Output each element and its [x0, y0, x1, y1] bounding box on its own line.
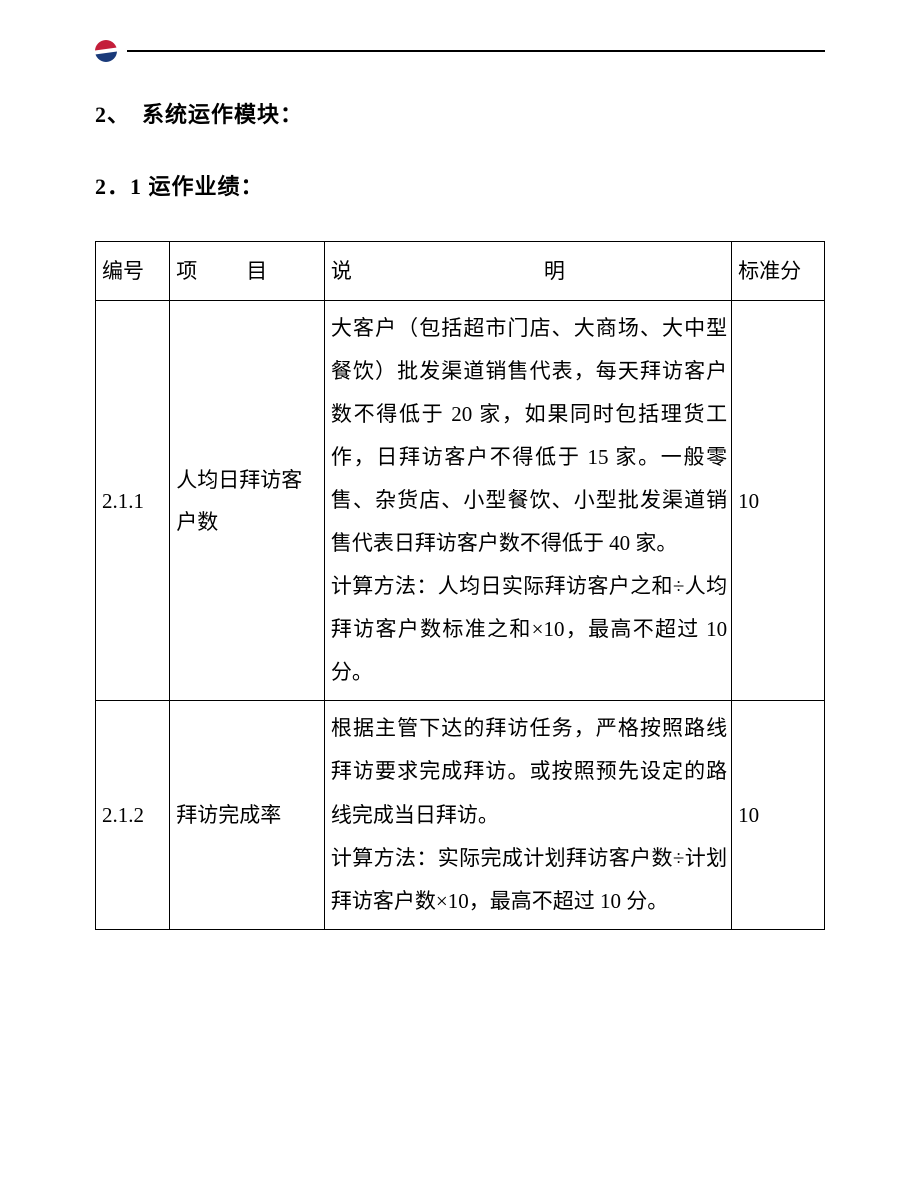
- cell-item: 人均日拜访客户数: [170, 301, 325, 701]
- cell-score: 10: [732, 301, 825, 701]
- header-score: 标准分: [732, 242, 825, 301]
- cell-item: 拜访完成率: [170, 701, 325, 929]
- header-id: 编号: [96, 242, 170, 301]
- table-header-row: 编号 项 目 说 明 标准分: [96, 242, 825, 301]
- cell-id: 2.1.2: [96, 701, 170, 929]
- cell-id: 2.1.1: [96, 301, 170, 701]
- header-line: [95, 40, 825, 62]
- header-item: 项 目: [170, 242, 325, 301]
- cell-desc: 大客户（包括超市门店、大商场、大中型餐饮）批发渠道销售代表，每天拜访客户数不得低…: [324, 301, 731, 701]
- section-heading: 2、 系统运作模块：: [95, 97, 825, 129]
- table-row: 2.1.2 拜访完成率 根据主管下达的拜访任务，严格按照路线拜访要求完成拜访。或…: [96, 701, 825, 929]
- subsection-heading: 2．1 运作业绩：: [95, 169, 825, 201]
- performance-table: 编号 项 目 说 明 标准分 2.1.1 人均日拜访客户数 大客户（包括超市门店…: [95, 241, 825, 930]
- header-desc: 说 明: [324, 242, 731, 301]
- cell-desc: 根据主管下达的拜访任务，严格按照路线拜访要求完成拜访。或按照预先设定的路线完成当…: [324, 701, 731, 929]
- cell-score: 10: [732, 701, 825, 929]
- table-row: 2.1.1 人均日拜访客户数 大客户（包括超市门店、大商场、大中型餐饮）批发渠道…: [96, 301, 825, 701]
- header-rule: [127, 50, 825, 52]
- pepsi-logo-icon: [95, 40, 117, 62]
